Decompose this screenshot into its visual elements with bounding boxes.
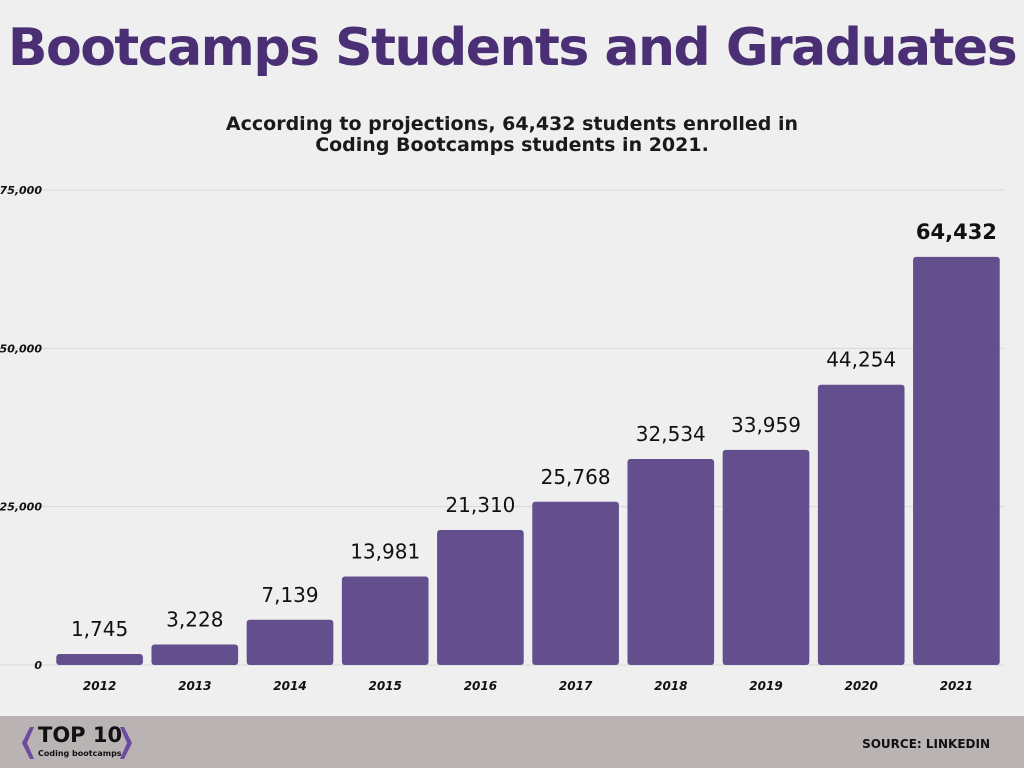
bar-2021 (913, 256, 1000, 665)
source-label: SOURCE: LINKEDIN (862, 737, 990, 751)
chevron-brackets-icon (22, 727, 132, 759)
x-tick-label: 2020 (844, 679, 877, 693)
bar-chart: 0 25,000 50,000 75,000 1,745 2012 3,228 2013 7,1… (0, 184, 1004, 693)
page-subtitle: According to projections, 64,432 student… (225, 113, 799, 156)
value-label: 44,254 (826, 348, 896, 372)
x-tick-label: 2012 (83, 679, 116, 693)
y-tick-label: 0 (34, 659, 42, 672)
bar-2016 (437, 530, 524, 665)
bar-2020 (817, 384, 905, 665)
x-tick-label: 2017 (559, 679, 593, 693)
y-tick-label: 25,000 (0, 501, 42, 514)
bar-2018 (627, 458, 715, 665)
bar-2015 (341, 576, 429, 665)
y-tick-label: 50,000 (0, 342, 42, 355)
value-label: 32,534 (636, 422, 706, 446)
x-tick-label: 2016 (464, 679, 497, 693)
bar-2012 (56, 653, 143, 665)
footer-bar: TOP 10 Coding bootcamps SOURCE: LINKEDIN (0, 716, 1024, 768)
bar-2019 (722, 449, 810, 665)
bar-2017 (532, 501, 619, 665)
value-label: 25,768 (541, 465, 611, 489)
y-tick-label: 75,000 (0, 184, 42, 197)
page-title: Bootcamps Students and Graduates (7, 18, 1018, 78)
value-label: 21,310 (445, 493, 515, 517)
x-tick-label: 2018 (654, 679, 687, 693)
bars (56, 256, 1000, 665)
x-tick-label: 2015 (368, 679, 401, 693)
x-tick-label: 2014 (273, 679, 306, 693)
logo: TOP 10 Coding bootcamps (18, 723, 148, 762)
value-label: 33,959 (731, 413, 801, 437)
x-tick-label: 2019 (749, 679, 782, 693)
value-label: 13,981 (350, 539, 420, 563)
logo-subtitle: Coding bootcamps (38, 749, 122, 758)
x-tick-label: 2013 (178, 679, 211, 693)
value-label: 1,745 (71, 617, 128, 641)
bar-2013 (151, 644, 239, 665)
value-label: 3,228 (166, 608, 223, 632)
logo-title: TOP 10 (38, 723, 123, 747)
value-label: 7,139 (261, 583, 318, 607)
labels: 0 25,000 50,000 75,000 1,745 2012 3,228 2013 7,1… (0, 184, 997, 693)
x-tick-label: 2021 (940, 679, 973, 693)
bar-2014 (246, 619, 334, 665)
value-label: 64,432 (916, 220, 997, 244)
